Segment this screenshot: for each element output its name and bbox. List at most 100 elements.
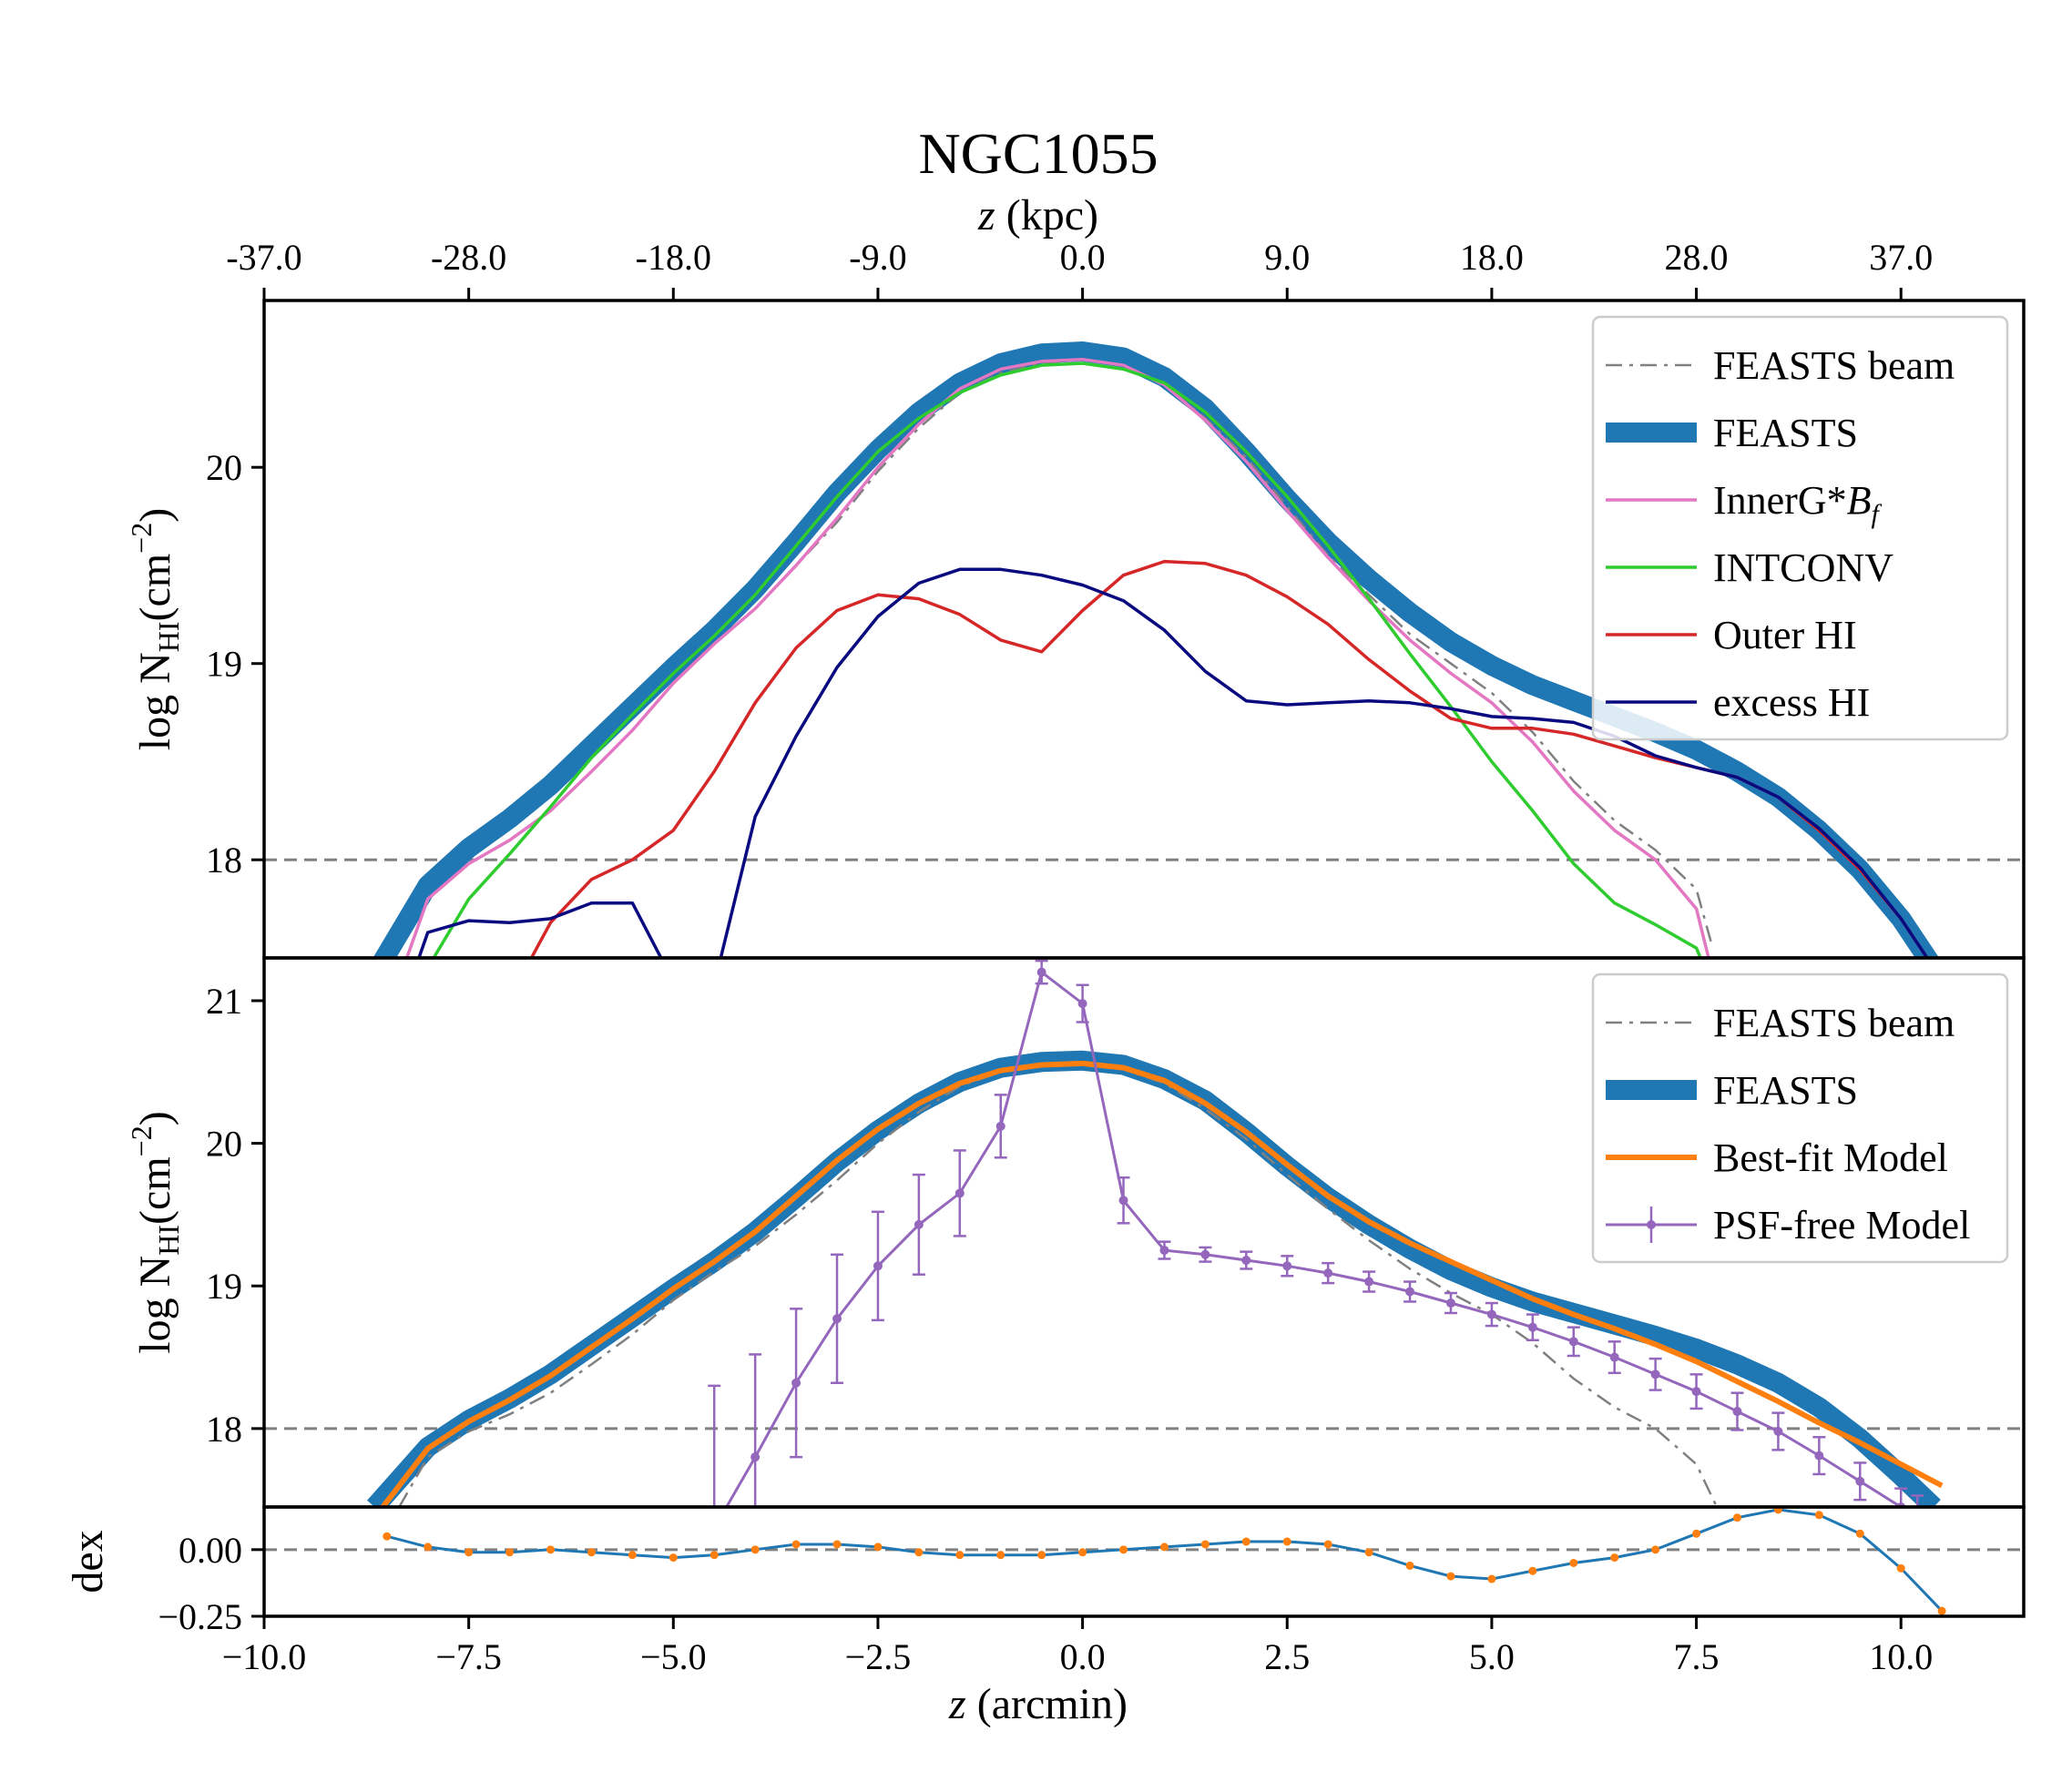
psf-free-point bbox=[1036, 967, 1046, 977]
residual-point bbox=[914, 1548, 924, 1557]
top-axis-label: z (kpc) bbox=[977, 191, 1098, 239]
legend-marker bbox=[1647, 1220, 1656, 1229]
errorbar bbox=[831, 1253, 844, 1384]
x-tick-label: 0.0 bbox=[1060, 1636, 1106, 1677]
psf-free-point bbox=[1282, 1261, 1292, 1271]
series-residual bbox=[386, 1508, 1944, 1613]
psf-free-point bbox=[1913, 1510, 1922, 1519]
panel-middle-plot bbox=[264, 959, 2024, 1519]
residual-point bbox=[1282, 1537, 1291, 1546]
residual-point bbox=[1896, 1563, 1905, 1573]
series-feasts-beam bbox=[398, 1064, 1719, 1507]
errorbar bbox=[994, 1094, 1007, 1159]
residual-point bbox=[1200, 1540, 1210, 1549]
residual-point bbox=[1855, 1529, 1864, 1538]
legend-label: excess HI bbox=[1713, 680, 1870, 725]
psf-free-point bbox=[1118, 1196, 1128, 1206]
legend-label: FEASTS beam bbox=[1713, 1001, 1955, 1045]
legend-label: FEASTS bbox=[1713, 411, 1858, 455]
psf-free-point bbox=[1200, 1249, 1210, 1259]
errorbar bbox=[1035, 959, 1048, 985]
x-tick-label: 7.5 bbox=[1674, 1636, 1720, 1677]
residual-point bbox=[1405, 1561, 1414, 1570]
top-tick-label: 28.0 bbox=[1665, 237, 1729, 278]
legend-label: PSF-free Model bbox=[1713, 1203, 1970, 1247]
psf-free-point bbox=[1486, 1309, 1496, 1319]
errorbar bbox=[1689, 1373, 1703, 1410]
residual-point bbox=[750, 1545, 760, 1554]
psf-free-point bbox=[1855, 1476, 1865, 1486]
residual-point bbox=[1241, 1537, 1250, 1546]
legend-label: FEASTS beam bbox=[1713, 343, 1955, 388]
residual-point bbox=[669, 1553, 678, 1563]
errorbar bbox=[1608, 1340, 1621, 1375]
errorbar bbox=[1240, 1250, 1253, 1270]
psf-free-point bbox=[791, 1378, 801, 1388]
y-tick-label: 0.00 bbox=[179, 1530, 242, 1571]
top-tick-label: 18.0 bbox=[1460, 237, 1524, 278]
psf-free-point bbox=[954, 1188, 965, 1198]
residual-point bbox=[1937, 1606, 1946, 1615]
legend-item: FEASTS beam bbox=[1606, 1001, 1955, 1045]
residual-point bbox=[955, 1551, 965, 1560]
top-tick-label: 9.0 bbox=[1264, 237, 1310, 278]
x-tick-label: −10.0 bbox=[222, 1636, 307, 1677]
legend-item: INTCONV bbox=[1606, 545, 1893, 590]
panel-middle: 18 19 20 21 log NHI(cm−2) FEASTS beam FEASTS Be… bbox=[125, 956, 2026, 1519]
psf-free-point bbox=[1732, 1407, 1742, 1417]
residual-point bbox=[505, 1548, 515, 1557]
series-excess-hi-cont- bbox=[719, 567, 1930, 958]
errorbar bbox=[1444, 1291, 1457, 1315]
legend-item: PSF-free Model bbox=[1606, 1203, 1970, 1247]
errorbar bbox=[1076, 983, 1089, 1023]
y-tick-label: 21 bbox=[206, 981, 242, 1022]
legend-label: FEASTS bbox=[1713, 1068, 1858, 1113]
panel-residual: −0.25 0.00 dex bbox=[64, 1505, 2026, 1637]
psf-free-point bbox=[1241, 1256, 1251, 1266]
top-tick-label: -18.0 bbox=[636, 237, 711, 278]
residual-point bbox=[1487, 1574, 1496, 1583]
residual-point bbox=[587, 1548, 596, 1557]
top-tick-label: 37.0 bbox=[1869, 237, 1933, 278]
psf-free-point bbox=[1159, 1246, 1169, 1256]
x-tick-label: 5.0 bbox=[1469, 1636, 1515, 1677]
psf-free-point bbox=[914, 1219, 924, 1229]
series-intconv bbox=[432, 361, 1702, 958]
psf-free-point bbox=[1364, 1277, 1374, 1287]
y-tick-label: 20 bbox=[206, 447, 242, 488]
errorbar bbox=[953, 1149, 966, 1237]
residual-point bbox=[873, 1543, 883, 1552]
legend-label: Best-fit Model bbox=[1713, 1135, 1948, 1180]
y-tick-label: 19 bbox=[206, 1266, 242, 1307]
series-best-fit-model bbox=[380, 1060, 1944, 1507]
chart-title: NGC1055 bbox=[918, 121, 1158, 186]
residual-point bbox=[1119, 1545, 1128, 1554]
top-tick-label: -37.0 bbox=[226, 237, 301, 278]
residual-point bbox=[1692, 1529, 1701, 1538]
legend-middle: FEASTS beam FEASTS Best-fit Model PSF-free … bbox=[1591, 972, 2009, 1264]
errorbar bbox=[1567, 1326, 1580, 1358]
errorbar bbox=[1485, 1301, 1498, 1328]
y-axis-label: dex bbox=[64, 1530, 112, 1593]
residual-point bbox=[383, 1532, 392, 1541]
psf-free-point bbox=[832, 1314, 842, 1324]
residual-point bbox=[628, 1551, 637, 1560]
y-axis-label: log NHI(cm−2) bbox=[125, 508, 185, 750]
series-innerg-bf bbox=[404, 357, 1710, 958]
residual-point bbox=[709, 1551, 719, 1560]
x-axis-label: z (arcmin) bbox=[948, 1680, 1128, 1728]
psf-free-point bbox=[1814, 1451, 1824, 1461]
residual-point bbox=[1569, 1558, 1578, 1567]
panel-frame bbox=[262, 1505, 2026, 1618]
panel-residual-plot bbox=[264, 1507, 2024, 1615]
errorbar bbox=[1853, 1461, 1867, 1502]
legend-label: Outer HI bbox=[1713, 613, 1857, 657]
errorbar bbox=[1403, 1280, 1417, 1303]
psf-free-point bbox=[1405, 1287, 1415, 1297]
legend-label: INTCONV bbox=[1713, 545, 1893, 590]
legend-box bbox=[1591, 972, 2009, 1264]
panel-top: 18 19 20 log NHI(cm−2) FEASTS beam FEASTS Inne… bbox=[125, 299, 2026, 960]
psf-free-point bbox=[1527, 1322, 1537, 1332]
errorbar bbox=[1117, 1176, 1130, 1225]
